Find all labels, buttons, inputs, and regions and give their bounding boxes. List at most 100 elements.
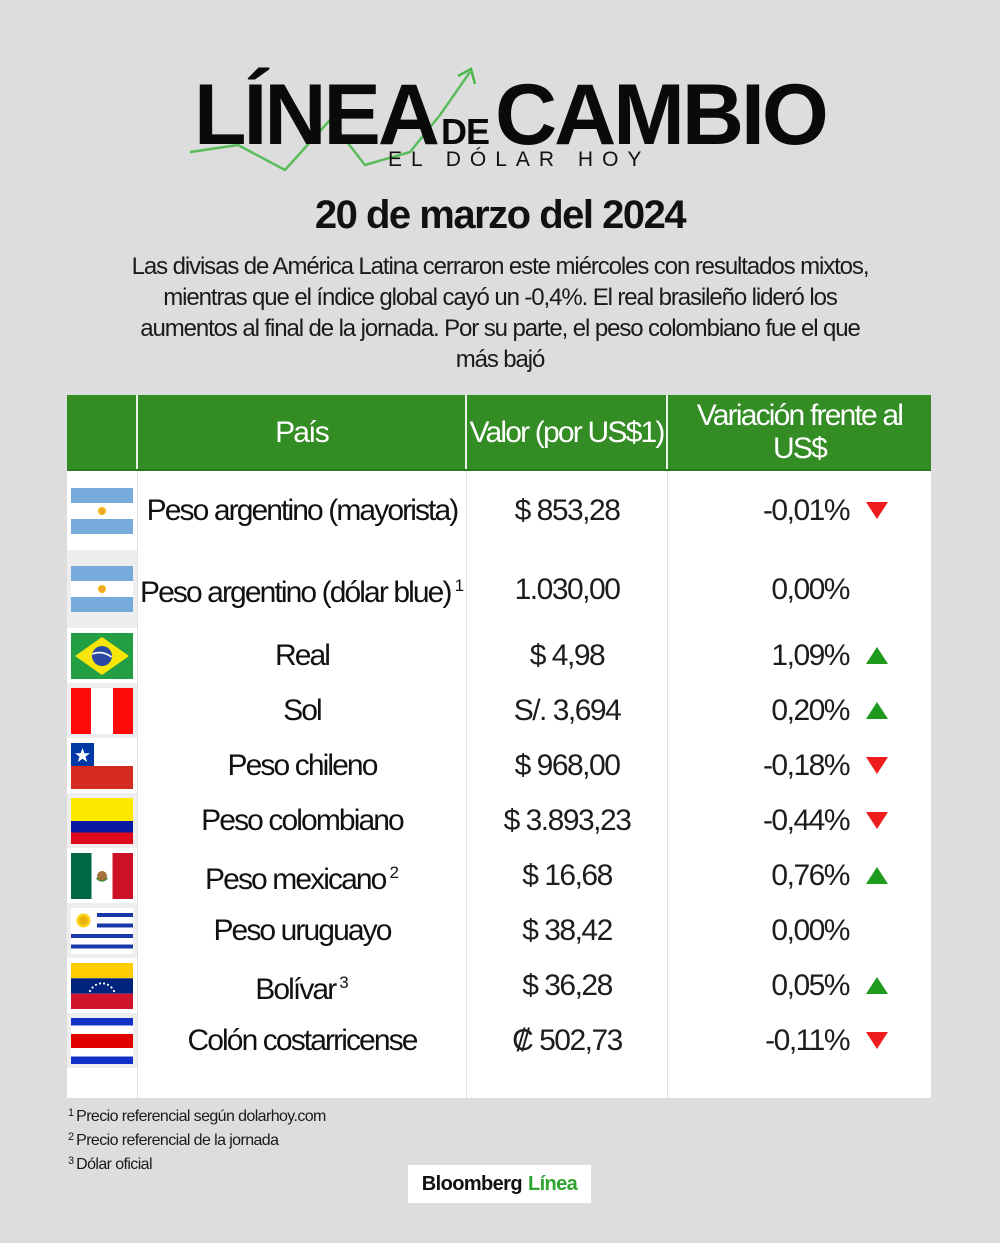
currency-value: 1.030,00 [514, 572, 621, 606]
currency-value-cell: S/. 3,694 [467, 683, 668, 738]
flag-cell [67, 1013, 138, 1068]
currency-value: $ 853,28 [514, 494, 621, 527]
footnote-text: Precio referencial según dolarhoy.com [76, 1108, 326, 1125]
arrow-up-icon [866, 977, 888, 994]
currency-value-cell: $ 36,28 [467, 958, 668, 1013]
chile-flag-icon [71, 742, 133, 789]
currency-name: Peso argentino (mayorista) [146, 494, 460, 527]
change-cell: -0,01% [668, 471, 931, 550]
currency-value-cell: $ 3.893,23 [467, 793, 668, 848]
currency-value: $ 16,68 [522, 859, 613, 892]
argentina-flag-icon [71, 566, 133, 612]
empty-cell [138, 1068, 467, 1098]
footnote-2: 2 Precio referencial de la jornada [68, 1127, 326, 1151]
currency-name: Peso argentino (dólar blue) [139, 576, 452, 609]
costa-rica-flag-icon [71, 1017, 133, 1064]
brand-name: Bloomberg [421, 1172, 523, 1195]
currency-name: Peso mexicano [205, 862, 387, 896]
argentina-flag-icon [71, 487, 133, 534]
change-value: 1,09% [771, 639, 850, 672]
mexico-flag-icon [71, 852, 133, 899]
change-value: 0,00% [771, 572, 850, 606]
footnote-text: Precio referencial de la jornada [76, 1132, 279, 1149]
flag-cell [67, 903, 138, 958]
change-value: 0,00% [771, 914, 850, 947]
currency-name-cell: Peso mexicano 2 [138, 848, 467, 903]
footnotes: 1 Precio referencial según dolarhoy.com 2… [68, 1103, 326, 1175]
flag-cell [67, 550, 138, 628]
table-row-empty [67, 1068, 931, 1098]
change-cell: 0,76% [668, 848, 931, 903]
footnote-ref: 1 [454, 576, 465, 595]
logo-word-cambio: CAMBIO [495, 67, 829, 163]
footnote-mark: 1 [68, 1107, 75, 1119]
change-value: 0,05% [771, 969, 850, 1002]
currency-value: $ 968,00 [514, 749, 621, 782]
currency-value-cell: $ 968,00 [467, 738, 668, 793]
currency-value: $ 3.893,23 [503, 804, 632, 837]
empty-cell [668, 1068, 931, 1098]
table-row: Colón costarricense ₡ 502,73 -0,11% [67, 1013, 931, 1068]
arrow-up-icon [866, 702, 888, 719]
change-value: -0,18% [762, 749, 851, 782]
flag-cell [67, 738, 138, 793]
currency-value: $ 38,42 [522, 914, 613, 947]
table-row: Peso colombiano $ 3.893,23 -0,44% [67, 793, 931, 848]
currency-name-cell: Peso argentino (mayorista) [138, 471, 467, 550]
flag-cell [67, 958, 138, 1013]
currency-name-cell: Peso chileno [138, 738, 467, 793]
table-row: Sol S/. 3,694 0,20% [67, 683, 931, 738]
currency-name: Peso colombiano [201, 804, 405, 837]
currency-name-cell: Real [138, 628, 467, 683]
footnote-mark: 2 [68, 1131, 75, 1143]
currency-name-cell: Peso colombiano [138, 793, 467, 848]
table-row: Peso chileno $ 968,00 -0,18% [67, 738, 931, 793]
logo-subtitle: EL DÓLAR HOY [388, 148, 651, 171]
currency-name-cell: Sol [138, 683, 467, 738]
currency-value: $ 4,98 [529, 639, 606, 672]
change-cell: -0,11% [668, 1013, 931, 1068]
currency-value-cell: 1.030,00 [467, 550, 668, 628]
currency-name: Real [274, 639, 331, 672]
flag-cell [67, 848, 138, 903]
intro-paragraph: Las divisas de América Latina cerraron e… [131, 253, 870, 373]
change-cell: 0,00% [668, 903, 931, 958]
change-value: 0,20% [771, 694, 850, 727]
currency-name-cell: Peso argentino (dólar blue) 1 [138, 550, 467, 628]
change-cell: 1,09% [668, 628, 931, 683]
column-header-change: Variación frente al US$ [696, 399, 904, 465]
footnote-3: 3 Dólar oficial [68, 1151, 326, 1175]
change-cell: 0,00% [668, 550, 931, 628]
change-value: 0,76% [771, 859, 850, 892]
currency-name: Peso uruguayo [213, 914, 392, 947]
empty-cell [67, 1068, 138, 1098]
table-row: Peso uruguayo $ 38,42 0,00% [67, 903, 931, 958]
currency-value: $ 36,28 [522, 969, 613, 1002]
table-row: Peso argentino (dólar blue) 1 1.030,00 0,00… [67, 550, 931, 628]
currency-value-cell: $ 4,98 [467, 628, 668, 683]
flag-cell [67, 628, 138, 683]
change-cell: 0,05% [668, 958, 931, 1013]
change-value: -0,11% [765, 1024, 850, 1057]
flag-cell [67, 471, 138, 550]
currency-value-cell: $ 853,28 [467, 471, 668, 550]
currency-name: Sol [283, 694, 323, 727]
column-header-flag [67, 395, 138, 469]
colombia-flag-icon [71, 797, 133, 844]
table-row: Bolívar 3 $ 36,28 0,05% [67, 958, 931, 1013]
column-header-value: Valor (por US$1) [467, 395, 668, 469]
flag-cell [67, 683, 138, 738]
currency-value: S/. 3,694 [513, 694, 622, 727]
arrow-down-icon [866, 757, 888, 774]
currency-name-cell: Bolívar 3 [138, 958, 467, 1013]
currency-name: Bolívar [255, 972, 337, 1006]
currency-name-cell: Colón costarricense [138, 1013, 467, 1068]
table-body: Peso argentino (mayorista) $ 853,28 -0,01%… [67, 471, 931, 1068]
page-date: 20 de marzo del 2024 [314, 193, 687, 237]
arrow-down-icon [866, 812, 888, 829]
logo-title: LÍNEA DECAMBIO [194, 72, 829, 158]
change-cell: -0,44% [668, 793, 931, 848]
currency-name-cell: Peso uruguayo [138, 903, 467, 958]
change-cell: -0,18% [668, 738, 931, 793]
footnote-ref: 3 [339, 972, 349, 992]
